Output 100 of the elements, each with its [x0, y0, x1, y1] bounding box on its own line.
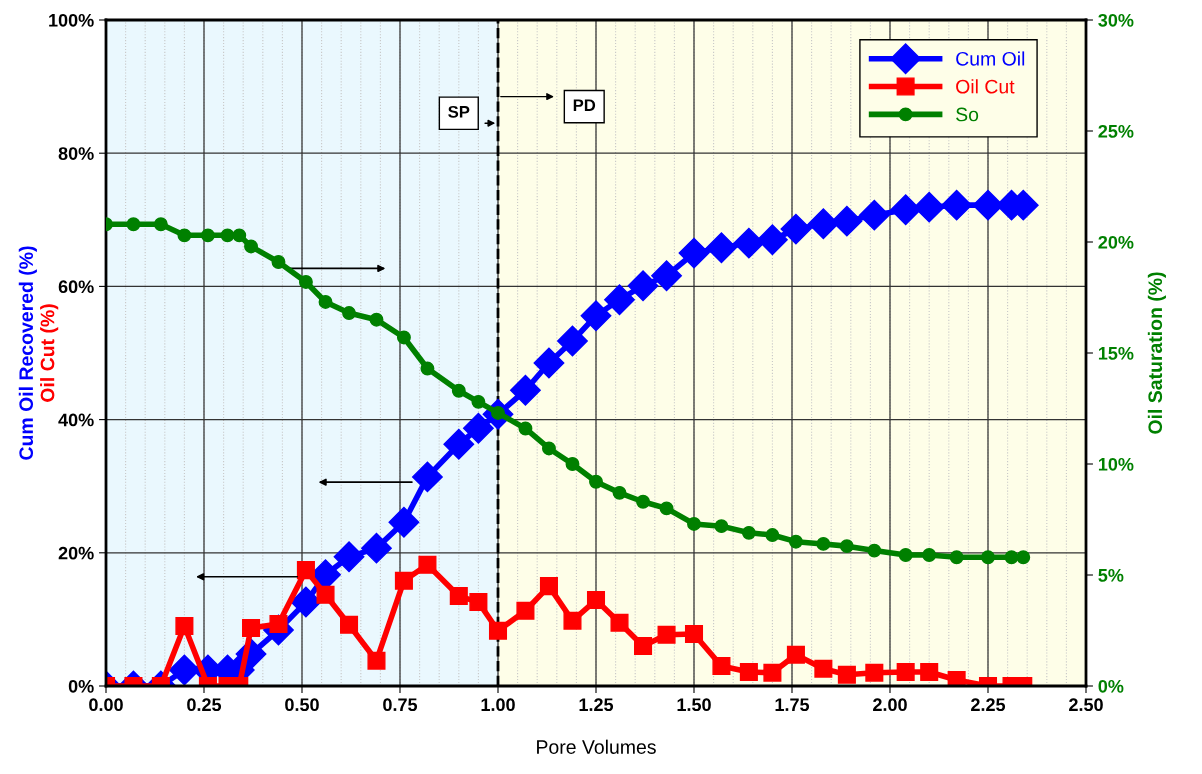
- point: [244, 239, 258, 254]
- point: [780, 213, 812, 245]
- point: [610, 613, 629, 632]
- point: [153, 217, 168, 232]
- point: [177, 228, 192, 243]
- point: [420, 361, 435, 376]
- point: [388, 506, 420, 538]
- point: [290, 586, 322, 618]
- point: [858, 199, 890, 231]
- x-tick-label: 2.00: [873, 698, 907, 712]
- point: [451, 383, 466, 398]
- point: [232, 228, 247, 243]
- point: [126, 217, 141, 232]
- y2-tick-label: 25%: [1098, 124, 1134, 138]
- y-tick-label: 100%: [49, 13, 94, 27]
- y2-tick-label: 5%: [1098, 568, 1124, 582]
- point: [627, 270, 659, 302]
- y-tick-label: 40%: [58, 413, 94, 427]
- point: [394, 571, 413, 590]
- point: [896, 662, 915, 682]
- point: [449, 587, 468, 606]
- point: [220, 228, 235, 243]
- point: [539, 577, 558, 596]
- point: [684, 625, 704, 644]
- point: [1004, 550, 1019, 565]
- x-tick-label: 1.25: [579, 698, 614, 712]
- point: [786, 645, 805, 664]
- y2-tick-label: 30%: [1098, 13, 1134, 27]
- point: [589, 474, 603, 489]
- y-tick-label: 60%: [58, 280, 94, 294]
- point: [369, 312, 384, 327]
- y-tick-label: 20%: [58, 546, 94, 560]
- point: [634, 637, 653, 656]
- y2-tick-label: 10%: [1098, 457, 1134, 471]
- point: [586, 591, 606, 610]
- point: [814, 659, 833, 678]
- point: [271, 255, 286, 269]
- point: [175, 617, 194, 636]
- x-tick-label: 0.75: [383, 698, 418, 712]
- y2-tick-label: 0%: [1098, 679, 1124, 693]
- point: [296, 561, 315, 580]
- point: [510, 374, 541, 406]
- x-tick-label: 1.75: [775, 698, 810, 712]
- point: [949, 550, 964, 565]
- point: [739, 662, 758, 682]
- y2-tick-label: 20%: [1098, 235, 1134, 249]
- point: [741, 525, 756, 540]
- annotation: PD: [573, 99, 596, 111]
- point: [922, 548, 937, 562]
- point: [542, 441, 556, 456]
- x-tick-label: 0.50: [285, 698, 319, 712]
- x-tick-label: 1.00: [481, 698, 515, 712]
- point: [1016, 550, 1031, 565]
- point: [687, 516, 701, 531]
- point: [612, 485, 627, 500]
- point: [471, 394, 486, 409]
- point: [659, 501, 674, 516]
- point: [342, 306, 356, 320]
- point: [557, 325, 588, 357]
- legend-label: So: [956, 107, 979, 122]
- x-tick-label: 0.25: [187, 698, 222, 712]
- point: [920, 662, 939, 682]
- point: [890, 194, 922, 226]
- point: [242, 619, 261, 638]
- point: [488, 621, 508, 640]
- y-tick-label: 0%: [68, 679, 94, 693]
- point: [418, 555, 437, 574]
- point: [298, 275, 313, 289]
- point: [518, 421, 533, 436]
- point: [443, 428, 475, 460]
- point: [462, 412, 494, 444]
- point: [788, 534, 803, 549]
- point: [706, 232, 737, 264]
- y2-tick-label: 15%: [1098, 346, 1134, 360]
- text: Oil Cut (%): [40, 304, 59, 402]
- x-axis-title: Pore Volumes: [537, 739, 656, 754]
- point: [516, 601, 535, 620]
- point: [200, 228, 215, 243]
- point: [361, 532, 392, 564]
- point: [580, 300, 612, 332]
- point: [714, 519, 729, 534]
- point: [604, 284, 635, 316]
- annotation: SP: [448, 105, 470, 118]
- point: [651, 260, 682, 292]
- point: [340, 615, 359, 634]
- point: [867, 543, 882, 558]
- point: [898, 548, 913, 562]
- point: [837, 665, 856, 684]
- y2-axis-title: Oil Saturation (%): [1147, 272, 1166, 434]
- point: [469, 593, 488, 612]
- point: [396, 330, 411, 345]
- point: [981, 550, 995, 565]
- point: [839, 539, 854, 554]
- point: [563, 611, 582, 630]
- point: [756, 224, 788, 256]
- y-axis-title: Cum Oil Recovered (%): [18, 246, 37, 460]
- point: [367, 651, 386, 670]
- y-tick-label: 80%: [58, 147, 94, 160]
- point: [565, 457, 580, 471]
- point: [763, 663, 782, 682]
